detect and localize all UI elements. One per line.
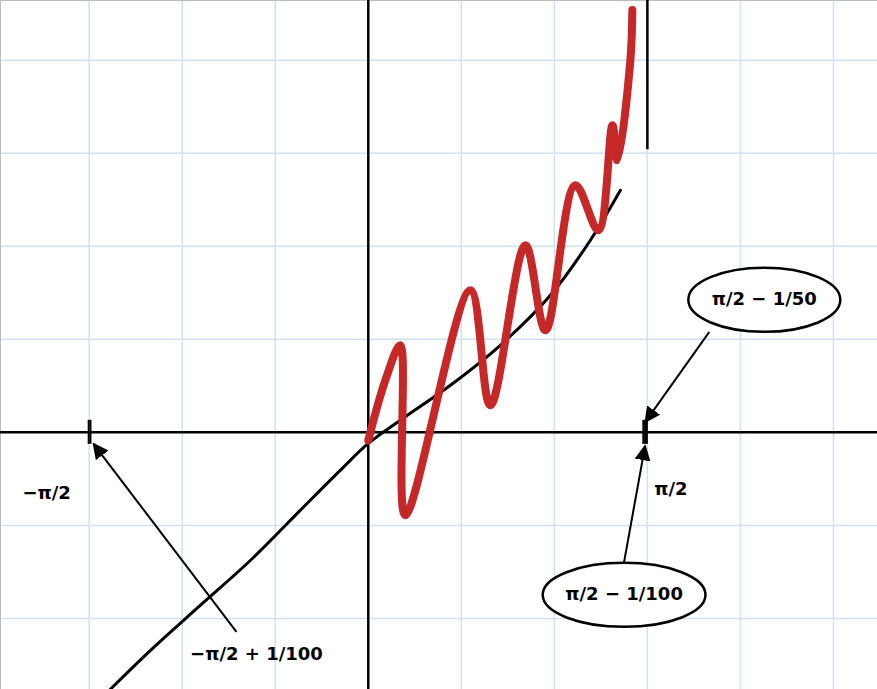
svg-text:−π/2 + 1/100: −π/2 + 1/100 [190,643,323,664]
svg-text:π/2: π/2 [654,478,687,499]
svg-text:π/2 − 1/50: π/2 − 1/50 [712,288,817,309]
svg-text:−π/2: −π/2 [22,482,70,503]
svg-text:π/2 − 1/100: π/2 − 1/100 [565,583,683,604]
